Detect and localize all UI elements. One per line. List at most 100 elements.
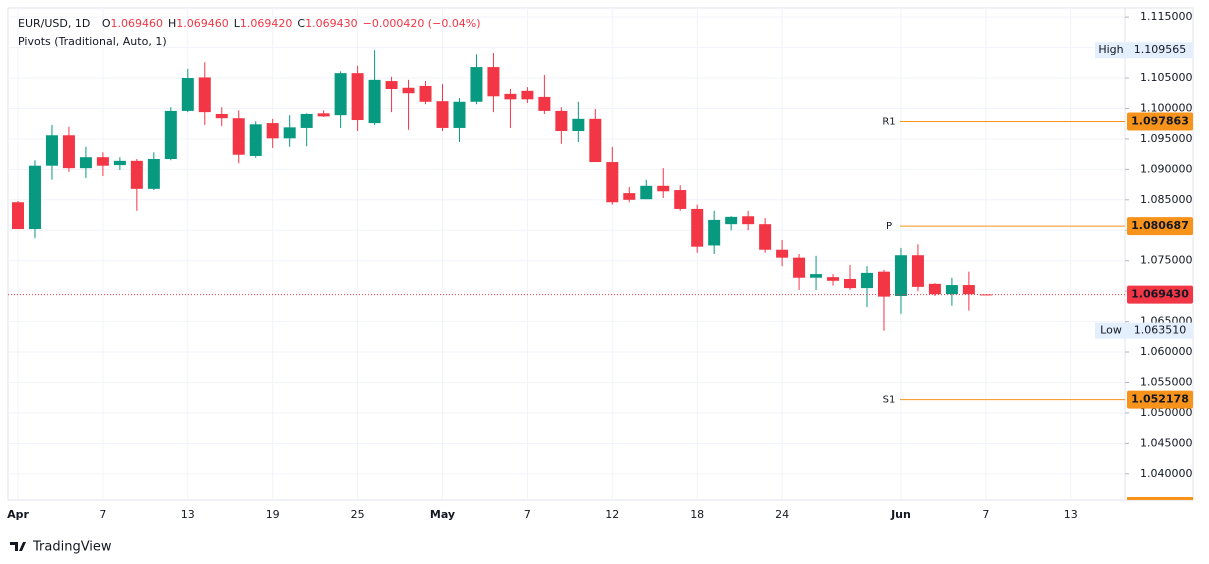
ohlc-key: O (102, 17, 111, 30)
candle-body (45, 135, 58, 166)
extreme-label: 1.109565 (1134, 43, 1187, 56)
candle-body (810, 274, 823, 278)
candle-body (894, 255, 907, 297)
brand: TradingView (32, 540, 112, 555)
candle-body (674, 190, 687, 209)
candle-body (487, 67, 500, 97)
candle-body (962, 285, 975, 295)
candle-body (776, 249, 789, 258)
candle-body (368, 79, 381, 124)
candle-body (691, 208, 704, 247)
y-tick-label: 1.040000 (1140, 467, 1193, 480)
candle-body (606, 162, 619, 203)
extreme-name-box (1095, 322, 1127, 339)
candle-body (827, 277, 840, 281)
candles (12, 50, 992, 331)
ohlc-value: 1.069460 (176, 17, 229, 30)
candle-body (96, 157, 109, 166)
candle-body (385, 81, 398, 89)
pivot-name: P (886, 221, 892, 232)
x-tick-label: 18 (690, 508, 704, 521)
ohlc-value: 1.069420 (240, 17, 293, 30)
candle-body (62, 135, 75, 169)
extreme-label: 1.063510 (1134, 324, 1187, 337)
pivot-label: 1.080687 (1131, 219, 1189, 232)
candle-body (334, 73, 347, 116)
ohlc-key: H (168, 17, 176, 30)
candle-body (283, 127, 296, 139)
ohlc-value: 1.069430 (305, 17, 358, 30)
candle-body (215, 113, 228, 119)
axis-marker (1127, 497, 1193, 500)
y-tick-label: 1.095000 (1140, 132, 1193, 145)
y-tick-label: 1.055000 (1140, 375, 1193, 388)
extreme-name-box (1095, 42, 1127, 59)
x-tick-label: May (430, 508, 455, 521)
candle-body (725, 216, 738, 225)
x-tick-label: 19 (266, 508, 280, 521)
pivot-label: 1.097863 (1131, 114, 1189, 127)
candle-body (317, 113, 330, 117)
pivot-box (1127, 112, 1193, 131)
extreme-name: Low (1100, 324, 1122, 337)
candle-body (708, 219, 721, 246)
extreme-name: High (1098, 43, 1123, 56)
logo-mark (10, 542, 26, 551)
symbol: EUR/USD, 1D (18, 17, 90, 30)
candle-body (945, 285, 958, 295)
candle-body (844, 278, 857, 289)
last-price-box (1127, 285, 1193, 304)
candle-body (538, 96, 551, 111)
x-tick-label: 7 (524, 508, 531, 521)
y-tick-label: 1.045000 (1140, 436, 1193, 449)
y-tick-label: 1.050000 (1140, 406, 1193, 419)
change: −0.000420 (−0.04%) (363, 17, 481, 30)
candle-body (198, 77, 211, 113)
candle-body (928, 283, 941, 295)
candle-body (12, 202, 24, 230)
candle-body (640, 185, 653, 200)
chart-frame (7, 7, 1194, 501)
pivot-box (1127, 217, 1193, 236)
candle-body (419, 85, 432, 102)
candle-body (470, 67, 483, 102)
ohlc-value: 1.069460 (111, 17, 164, 30)
extreme-box (1127, 42, 1193, 59)
candle-body (351, 73, 364, 121)
candle-body (28, 165, 41, 230)
y-tick-label: 1.115000 (1140, 10, 1193, 23)
candle-body (793, 257, 806, 278)
brand-logo (10, 542, 26, 551)
pivot-label: 1.052178 (1131, 393, 1189, 406)
candle-body (504, 93, 517, 100)
candle-body (979, 294, 992, 296)
x-tick-label: 7 (982, 508, 989, 521)
y-tick-label: 1.105000 (1140, 71, 1193, 84)
pivot-name: R1 (882, 116, 895, 127)
y-tick-label: 1.090000 (1140, 162, 1193, 175)
candle-body (436, 101, 449, 128)
candle-body (266, 123, 279, 139)
candle-body (572, 118, 585, 131)
last-price-label: 1.069430 (1131, 288, 1189, 301)
candle-body (79, 157, 92, 169)
x-tick-label: Jun (890, 508, 911, 521)
candle-body (164, 110, 177, 160)
candle-body (181, 78, 194, 111)
candle-body (911, 255, 924, 287)
x-tick-label: 7 (99, 508, 106, 521)
candle-body (113, 160, 126, 166)
candle-body (623, 193, 636, 200)
y-tick-label: 1.100000 (1140, 101, 1193, 114)
candle-body (232, 118, 245, 155)
candle-body (877, 271, 890, 297)
candle-body (657, 185, 670, 192)
candle-body (589, 118, 602, 163)
overlays: 1.069430 R1 1.097863 P 1.080687 S1 1.052178 Hig… (8, 42, 1193, 409)
ohlc-key: L (234, 17, 241, 30)
candle-body (249, 124, 262, 156)
x-tick-label: 25 (351, 508, 365, 521)
indicator: Pivots (Traditional, Auto, 1) (18, 35, 167, 48)
